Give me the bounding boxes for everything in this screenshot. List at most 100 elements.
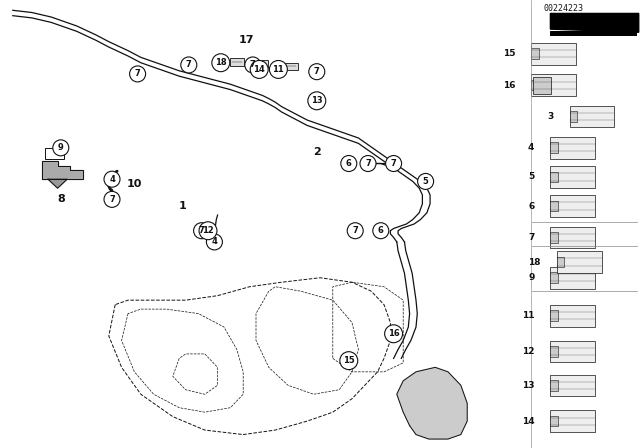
Text: 11: 11	[522, 311, 534, 320]
Bar	[550, 31, 637, 36]
Ellipse shape	[52, 140, 69, 156]
Text: 7: 7	[250, 60, 255, 69]
Ellipse shape	[418, 173, 434, 190]
Text: 7: 7	[391, 159, 396, 168]
Bar	[550, 375, 595, 396]
Bar	[557, 251, 602, 273]
Bar	[550, 416, 558, 426]
Text: 13: 13	[522, 381, 534, 390]
Bar	[550, 166, 595, 188]
Bar	[550, 410, 595, 432]
Ellipse shape	[269, 60, 287, 78]
Text: 7: 7	[528, 233, 534, 242]
Text: 00224223: 00224223	[543, 4, 583, 13]
Polygon shape	[48, 179, 67, 188]
Bar	[550, 341, 595, 362]
Text: 8: 8	[57, 194, 65, 204]
Text: 13: 13	[311, 96, 323, 105]
Ellipse shape	[250, 60, 268, 78]
Bar	[533, 77, 551, 94]
Bar	[550, 272, 558, 283]
Ellipse shape	[341, 155, 357, 172]
Bar	[557, 257, 564, 267]
Text: 18: 18	[215, 58, 227, 67]
Polygon shape	[42, 161, 83, 179]
Ellipse shape	[385, 325, 403, 343]
Ellipse shape	[340, 352, 358, 370]
Bar	[531, 48, 539, 59]
Ellipse shape	[309, 64, 325, 80]
Text: 12: 12	[202, 226, 214, 235]
Text: 14: 14	[253, 65, 265, 74]
Ellipse shape	[180, 57, 197, 73]
Ellipse shape	[245, 57, 261, 73]
Text: 14: 14	[522, 417, 534, 426]
Text: 11: 11	[273, 65, 284, 74]
Bar	[550, 137, 595, 159]
Text: 9: 9	[58, 143, 63, 152]
Ellipse shape	[199, 222, 217, 240]
Ellipse shape	[212, 54, 230, 72]
Text: 1: 1	[179, 201, 186, 211]
Text: 6: 6	[528, 202, 534, 211]
Bar	[254, 60, 268, 68]
Text: 3: 3	[547, 112, 554, 121]
Bar	[550, 267, 595, 289]
Text: 5: 5	[528, 172, 534, 181]
Ellipse shape	[193, 223, 210, 239]
Bar	[550, 346, 558, 357]
Bar	[531, 43, 576, 65]
Bar	[550, 142, 558, 153]
Text: 6: 6	[378, 226, 384, 235]
Text: 9: 9	[528, 273, 534, 282]
Ellipse shape	[104, 191, 120, 207]
Text: 2: 2	[313, 147, 321, 157]
Bar	[550, 227, 595, 248]
Bar	[550, 232, 558, 243]
Text: 4: 4	[109, 175, 115, 184]
Bar	[550, 195, 595, 217]
Text: 15: 15	[502, 49, 515, 58]
Bar	[550, 380, 558, 391]
Text: 10: 10	[127, 179, 142, 189]
Polygon shape	[397, 367, 467, 439]
Bar	[285, 63, 298, 70]
Text: 12: 12	[522, 347, 534, 356]
Bar	[550, 305, 595, 327]
Text: 16: 16	[502, 81, 515, 90]
Text: 7: 7	[353, 226, 358, 235]
Text: 17: 17	[239, 35, 254, 45]
Text: 4: 4	[211, 237, 218, 246]
Ellipse shape	[104, 171, 120, 187]
Text: 4: 4	[528, 143, 534, 152]
Bar	[550, 172, 558, 182]
Text: 7: 7	[186, 60, 191, 69]
Bar	[531, 74, 576, 96]
Bar	[272, 63, 285, 70]
Ellipse shape	[385, 155, 402, 172]
Text: 15: 15	[343, 356, 355, 365]
Bar	[570, 106, 614, 127]
Text: 7: 7	[135, 69, 140, 78]
Bar	[550, 310, 558, 321]
Text: 6: 6	[346, 159, 352, 168]
Bar	[550, 201, 558, 211]
Ellipse shape	[348, 223, 364, 239]
Ellipse shape	[129, 66, 146, 82]
Text: 5: 5	[422, 177, 429, 186]
Bar	[531, 80, 539, 90]
Ellipse shape	[308, 92, 326, 110]
Ellipse shape	[206, 234, 223, 250]
Bar	[230, 58, 244, 66]
Ellipse shape	[360, 155, 376, 172]
Bar	[570, 111, 577, 122]
Polygon shape	[550, 13, 639, 32]
Text: 7: 7	[365, 159, 371, 168]
Bar	[45, 148, 64, 159]
Ellipse shape	[372, 223, 388, 239]
Text: 16: 16	[388, 329, 399, 338]
Text: 7: 7	[109, 195, 115, 204]
Text: 7: 7	[199, 226, 204, 235]
Text: 7: 7	[314, 67, 319, 76]
Text: 18: 18	[528, 258, 541, 267]
